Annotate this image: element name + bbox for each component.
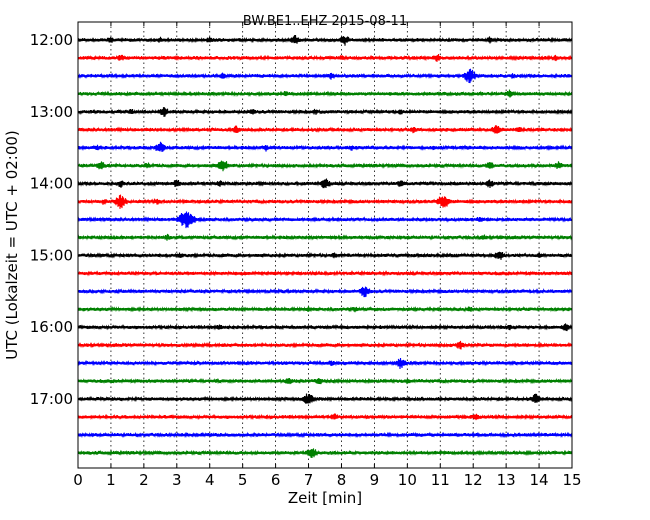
trace-15:00 xyxy=(77,251,573,260)
y-tick-label-17:00: 17:00 xyxy=(30,390,73,408)
trace-16:15 xyxy=(77,340,573,350)
x-tick-label-13: 13 xyxy=(497,471,516,489)
trace-17:00 xyxy=(77,393,573,405)
trace-13:15 xyxy=(77,125,573,134)
x-tick-label-12: 12 xyxy=(464,471,483,489)
plot-frame xyxy=(77,21,573,469)
x-tick-label-3: 3 xyxy=(172,471,182,489)
trace-17:45 xyxy=(77,448,573,458)
x-tick-label-6: 6 xyxy=(271,471,281,489)
trace-12:00 xyxy=(77,34,573,46)
x-tick-label-9: 9 xyxy=(370,471,380,489)
trace-15:15 xyxy=(77,270,573,277)
trace-14:00 xyxy=(77,178,573,189)
trace-14:15 xyxy=(77,194,573,209)
y-tick-label-13:00: 13:00 xyxy=(30,103,73,121)
x-tick-label-2: 2 xyxy=(139,471,149,489)
x-axis-label: Zeit [min] xyxy=(288,489,362,507)
trace-17:30 xyxy=(77,431,573,439)
x-tick-label-1: 1 xyxy=(106,471,116,489)
trace-14:45 xyxy=(77,233,573,241)
y-tick-label-12:00: 12:00 xyxy=(30,31,73,49)
trace-13:00 xyxy=(77,107,573,117)
y-axis-label: UTC (Lokalzeit = UTC + 02:00) xyxy=(3,130,21,360)
x-tick-label-15: 15 xyxy=(562,471,581,489)
x-tick-label-7: 7 xyxy=(304,471,314,489)
x-tick-labels: 0 1 2 3 4 5 6 7 8 9 10 11 12 13 14 15 xyxy=(73,471,581,489)
y-tick-label-15:00: 15:00 xyxy=(30,246,73,264)
x-tick-label-8: 8 xyxy=(337,471,347,489)
trace-15:30 xyxy=(77,286,573,298)
x-tick-label-11: 11 xyxy=(431,471,450,489)
axis-ticks xyxy=(77,22,573,468)
trace-16:30 xyxy=(77,358,573,370)
trace-12:45 xyxy=(77,89,573,98)
y-tick-label-16:00: 16:00 xyxy=(30,318,73,336)
trace-17:15 xyxy=(77,413,573,421)
trace-14:30 xyxy=(77,211,573,229)
trace-13:30 xyxy=(77,141,573,152)
trace-16:45 xyxy=(77,377,573,385)
y-tick-labels: 12:00 13:00 14:00 15:00 16:00 17:00 xyxy=(30,31,73,408)
x-tick-label-10: 10 xyxy=(398,471,417,489)
trace-13:45 xyxy=(77,160,573,172)
trace-12:30 xyxy=(77,68,573,84)
x-tick-label-14: 14 xyxy=(530,471,549,489)
x-tick-label-0: 0 xyxy=(73,471,83,489)
trace-12:15 xyxy=(77,54,573,62)
trace-16:00 xyxy=(77,323,573,332)
trace-15:45 xyxy=(77,305,573,313)
vertical-gridlines xyxy=(110,22,540,468)
y-tick-label-14:00: 14:00 xyxy=(30,175,73,193)
x-tick-label-5: 5 xyxy=(238,471,248,489)
seismic-traces xyxy=(77,34,573,458)
x-tick-label-4: 4 xyxy=(205,471,215,489)
